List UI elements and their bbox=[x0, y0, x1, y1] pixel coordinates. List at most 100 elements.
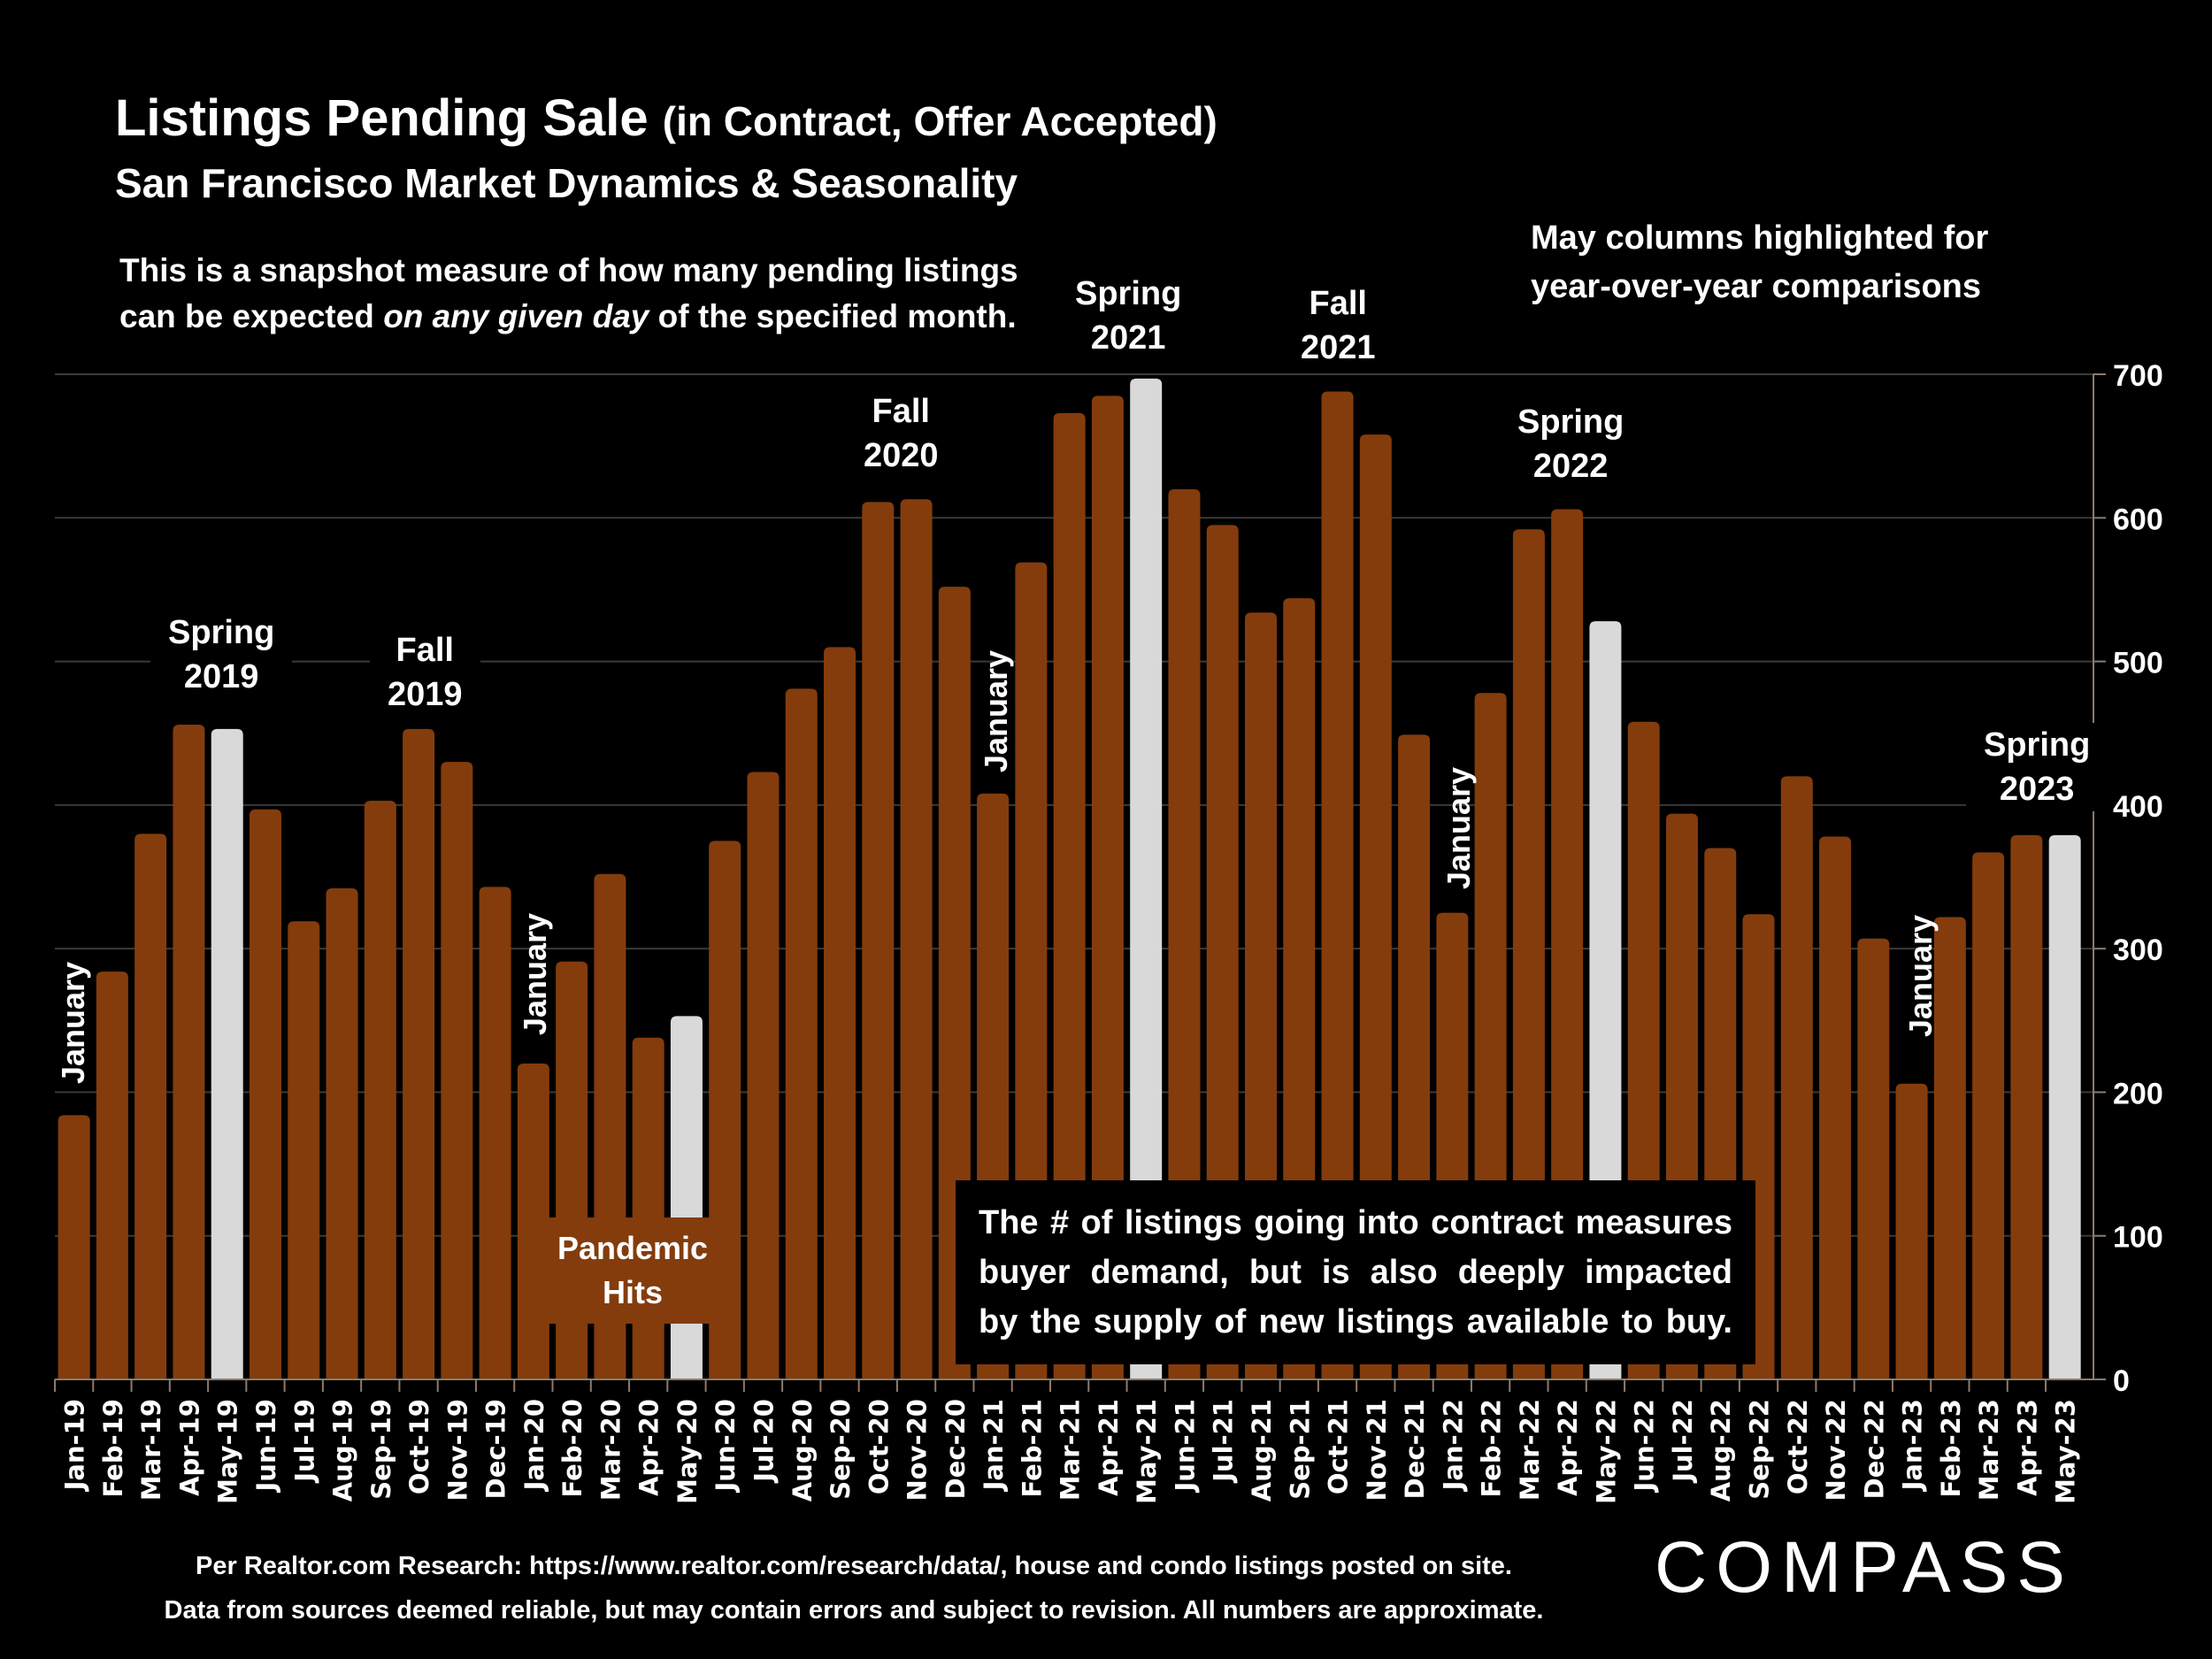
bar bbox=[288, 921, 320, 1379]
x-tick-label: Jan-19 bbox=[60, 1399, 90, 1492]
callout-line-2: buyer demand, but is also deeply impacte… bbox=[979, 1254, 1732, 1291]
title-paren: (in Contract, Offer Accepted) bbox=[662, 98, 1217, 144]
bar bbox=[1972, 852, 2005, 1379]
note-line-2: can be expected on any given day of the … bbox=[119, 294, 1018, 340]
x-tick-label: Oct-22 bbox=[1783, 1399, 1813, 1494]
x-tick-label: Aug-22 bbox=[1706, 1399, 1736, 1502]
footer-source: Per Realtor.com Research: https://www.re… bbox=[196, 1552, 1512, 1580]
x-tick-label: Apr-19 bbox=[174, 1399, 204, 1496]
y-tick-label: 0 bbox=[2113, 1364, 2130, 1398]
bar bbox=[96, 972, 128, 1379]
bar bbox=[1130, 378, 1163, 1380]
annotation-spring-2023: Spring 2023 bbox=[1966, 723, 2108, 811]
annotation-fall-2021: Fall 2021 bbox=[1283, 281, 1394, 370]
pandemic-line: Pandemic bbox=[557, 1230, 709, 1266]
may-highlight-note: May columns highlighted for year-over-ye… bbox=[1531, 214, 1988, 311]
x-tick-label: Apr-21 bbox=[1094, 1399, 1124, 1496]
bar bbox=[1895, 1083, 1928, 1379]
bar bbox=[2048, 834, 2081, 1379]
bar bbox=[173, 724, 205, 1379]
bar bbox=[1168, 488, 1201, 1379]
bar bbox=[2010, 834, 2043, 1379]
bar bbox=[249, 809, 281, 1379]
bar bbox=[134, 833, 167, 1379]
bar bbox=[862, 502, 895, 1379]
x-tick-label: Oct-20 bbox=[864, 1399, 894, 1494]
x-tick-label: Jun-22 bbox=[1630, 1399, 1660, 1493]
ann-line: 2019 bbox=[183, 658, 259, 695]
bar bbox=[900, 499, 933, 1379]
note-line-1: This is a snapshot measure of how many p… bbox=[119, 252, 1018, 288]
bar bbox=[1359, 434, 1392, 1379]
ann-line: 2020 bbox=[864, 437, 939, 474]
pandemic-line: Hits bbox=[602, 1274, 663, 1310]
x-tick-label: May-21 bbox=[1132, 1399, 1162, 1504]
x-tick-label: May-20 bbox=[672, 1399, 703, 1504]
ann-line: Spring bbox=[168, 614, 275, 651]
bar bbox=[479, 887, 511, 1379]
x-tick-label: Jan-21 bbox=[979, 1399, 1009, 1492]
x-tick-label: Feb-22 bbox=[1477, 1399, 1507, 1497]
note-text: can be expected bbox=[119, 298, 384, 334]
note-italic: on any given day bbox=[383, 298, 649, 334]
ann-line: 2021 bbox=[1090, 319, 1166, 357]
x-tick-label: Mar-20 bbox=[595, 1399, 626, 1501]
x-tick-label: Feb-19 bbox=[98, 1399, 128, 1497]
callout-line-1: The # of listings going into contract me… bbox=[979, 1204, 1732, 1241]
x-tick-label: Jul-21 bbox=[1209, 1399, 1239, 1484]
x-tick-label: May-19 bbox=[213, 1399, 243, 1504]
source-footer: Per Realtor.com Research: https://www.re… bbox=[124, 1544, 1584, 1632]
x-tick-label: Sep-21 bbox=[1285, 1399, 1315, 1500]
bar bbox=[1551, 509, 1584, 1379]
bar bbox=[1819, 836, 1852, 1379]
january-label-2019: January bbox=[55, 961, 91, 1084]
x-tick-label: Mar-19 bbox=[136, 1399, 166, 1501]
ann-line: Fall bbox=[1309, 285, 1367, 322]
january-label-2023: January bbox=[1902, 914, 1939, 1037]
x-tick-label: Jul-22 bbox=[1668, 1399, 1698, 1484]
x-tick-label: Mar-21 bbox=[1056, 1399, 1086, 1501]
january-label-2021: January bbox=[978, 649, 1014, 772]
y-tick-label: 200 bbox=[2113, 1077, 2163, 1110]
bar bbox=[1053, 412, 1086, 1379]
x-tick-label: Feb-20 bbox=[557, 1399, 588, 1497]
x-tick-label: May-23 bbox=[2051, 1399, 2081, 1504]
bar bbox=[1206, 525, 1239, 1379]
bar bbox=[632, 1037, 664, 1379]
bar bbox=[1321, 391, 1354, 1380]
bar bbox=[441, 762, 473, 1379]
x-tick-label: Oct-19 bbox=[404, 1399, 434, 1494]
x-tick-label: Feb-21 bbox=[1017, 1399, 1047, 1497]
x-tick-label: Dec-20 bbox=[941, 1399, 971, 1499]
bar bbox=[1512, 529, 1545, 1379]
chart-subtitle: San Francisco Market Dynamics & Seasonal… bbox=[115, 160, 1018, 206]
ann-line: Spring bbox=[1075, 275, 1182, 312]
x-tick-label: Apr-22 bbox=[1553, 1399, 1583, 1496]
annotation-spring-2021: Spring 2021 bbox=[1057, 272, 1200, 360]
pandemic-hits-label: Pandemic Hits bbox=[535, 1217, 730, 1324]
annotation-spring-2019: Spring 2019 bbox=[150, 611, 293, 699]
ann-line: 2021 bbox=[1301, 329, 1376, 366]
ann-line: 2023 bbox=[1999, 771, 2075, 808]
ann-line: Spring bbox=[1984, 726, 2091, 764]
may-note-line-2: year-over-year comparisons bbox=[1531, 268, 1982, 305]
x-tick-label: Jul-20 bbox=[749, 1399, 779, 1484]
y-tick-label: 700 bbox=[2113, 359, 2163, 393]
x-tick-label: Jan-22 bbox=[1438, 1399, 1468, 1492]
january-label-2022: January bbox=[1440, 766, 1477, 889]
note-text: of the specified month. bbox=[649, 298, 1017, 334]
ann-line: Spring bbox=[1517, 403, 1624, 441]
snapshot-note: This is a snapshot measure of how many p… bbox=[119, 248, 1018, 340]
callout-line-3: by the supply of new listings available … bbox=[979, 1303, 1732, 1340]
y-tick-label: 600 bbox=[2113, 503, 2163, 536]
ann-line: Fall bbox=[396, 632, 454, 669]
x-tick-label: Jan-23 bbox=[1898, 1399, 1928, 1492]
bar bbox=[1933, 917, 1966, 1379]
compass-logo: COMPASS bbox=[1655, 1527, 2074, 1608]
ann-line: Fall bbox=[872, 393, 930, 430]
bar bbox=[670, 1016, 703, 1379]
footer-disclaimer: Data from sources deemed reliable, but m… bbox=[164, 1596, 1544, 1624]
x-tick-label: Sep-22 bbox=[1745, 1399, 1775, 1500]
x-tick-label: Oct-21 bbox=[1324, 1399, 1354, 1494]
